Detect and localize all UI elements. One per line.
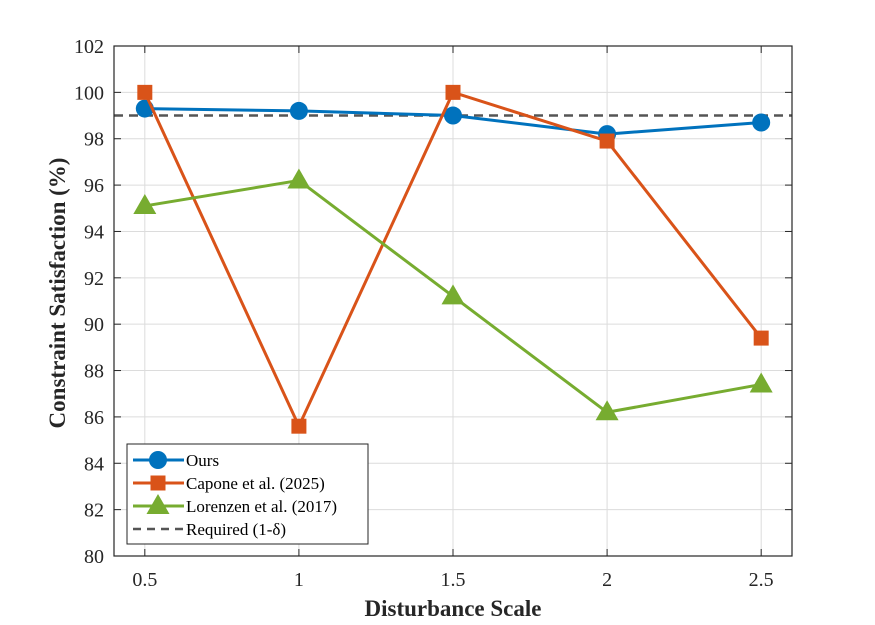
legend-label: Ours [186,451,219,470]
legend-marker-triangle [146,494,170,514]
data-point-circle [444,106,462,125]
y-tick-label: 86 [84,407,104,429]
y-tick-label: 80 [84,546,104,568]
legend: Ours Capone et al. (2025) Lorenzen et al. … [126,443,369,545]
x-tick-label: 1.5 [441,569,466,591]
legend-marker-circle [149,451,167,469]
legend-label: Capone et al. (2025) [186,474,325,493]
legend-marker-square [150,475,166,491]
y-tick-label: 100 [74,82,104,104]
legend-item: Capone et al. (2025) [133,474,325,493]
legend-item: Ours [133,451,219,470]
y-axis-label: Constraint Satisfaction (%) [45,158,70,429]
y-tick-label: 98 [84,129,104,151]
legend-label: Required (1-δ) [186,520,286,539]
ticks-layer [114,45,792,557]
y-tick-label: 94 [84,221,104,243]
data-point-square [445,84,461,100]
data-point-square [599,133,615,149]
data-point-square [291,418,307,434]
series-capone-et-al-2025 [137,84,769,434]
data-point-triangle [133,193,157,214]
y-tick-label: 82 [84,500,104,522]
data-point-triangle [749,372,773,393]
y-tick-labels: 80 82 84 86 88 90 92 94 96 98 100 102 [74,36,104,568]
y-tick-label: 92 [84,268,104,290]
y-tick-label: 84 [84,453,104,475]
x-axis-label: Disturbance Scale [365,596,542,621]
x-tick-label: 1 [294,569,304,591]
y-tick-label: 96 [84,175,104,197]
data-point-square [753,330,769,346]
legend-label: Lorenzen et al. (2017) [186,497,337,516]
data-point-circle [752,113,771,132]
data-point-circle [289,101,308,120]
x-tick-labels: 0.5 1 1.5 2 2.5 [132,569,773,591]
series-lorenzen-et-al-2017 [133,168,773,421]
y-tick-label: 102 [74,36,104,58]
y-tick-label: 88 [84,361,104,383]
series-layer [133,84,773,434]
y-tick-label: 90 [84,314,104,336]
data-point-triangle [441,284,465,305]
data-point-triangle [287,168,311,189]
data-point-triangle [595,400,619,421]
legend-item: Required (1-δ) [133,520,286,539]
x-tick-label: 2 [602,569,612,591]
x-tick-label: 0.5 [132,569,157,591]
legend-item: Lorenzen et al. (2017) [133,494,337,516]
data-point-square [137,84,153,100]
x-tick-label: 2.5 [749,569,774,591]
